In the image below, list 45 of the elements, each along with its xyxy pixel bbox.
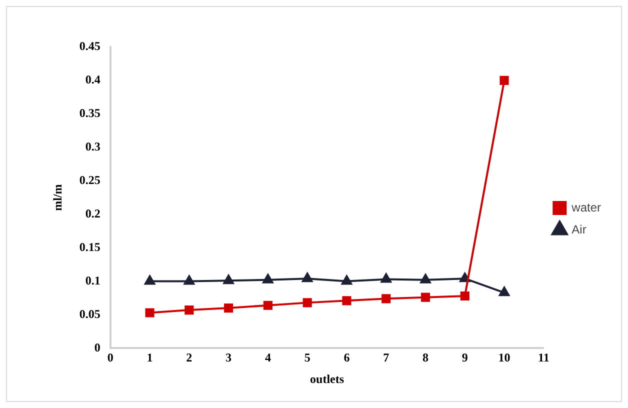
y-tick-label: 0.3 [85,139,100,154]
point [500,76,509,85]
point [144,275,156,285]
x-tick-label: 1 [146,350,153,364]
x-tick-label: 11 [538,350,550,364]
legend-label: Air [572,222,586,236]
x-tick-label: 10 [498,350,510,364]
point [302,272,313,282]
x-tick-label: 0 [107,350,114,364]
x-tick-label: 8 [422,350,428,364]
y-tick-label: 0.05 [79,306,100,321]
point [262,274,274,284]
x-tick-label: 3 [226,350,232,364]
y-tick-label: 0.35 [79,106,100,120]
x-tick-label: 9 [462,350,468,364]
point [145,308,154,318]
point [380,273,392,283]
point [420,274,431,284]
y-tick-label: 0.1 [85,273,100,288]
y-tick-label: 0 [94,340,100,354]
point [223,274,234,284]
point [460,291,470,301]
x-tick-label: 5 [304,350,310,364]
y-tick-label: 0.25 [79,172,100,187]
y-tick-label: 0.15 [79,240,100,254]
x-tick-label: 4 [264,350,271,364]
point [420,292,430,302]
x-tick-label: 2 [186,350,192,364]
point [382,294,391,304]
point [184,306,194,315]
x-tick-label: 7 [383,350,390,364]
point [498,286,510,296]
point [263,300,272,310]
y-tick-label: 0.2 [85,206,100,220]
x-axis-title: outlets [310,372,344,386]
y-tick-label: 0.45 [79,39,100,54]
point [184,275,195,285]
point [341,275,352,285]
x-tick-label: 6 [344,350,350,364]
y-tick-label: 0.4 [85,72,100,87]
legend-label: water [570,200,602,214]
point [224,304,234,313]
point [342,296,352,306]
point [302,298,312,308]
y-axis-title: ml/m [50,184,64,211]
